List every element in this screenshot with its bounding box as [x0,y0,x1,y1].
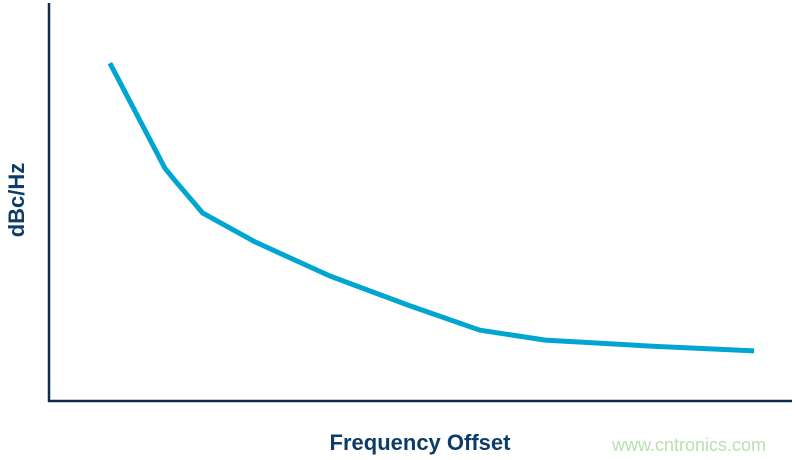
x-axis-label: Frequency Offset [330,430,512,455]
watermark: www.cntronics.com [611,435,766,455]
series-line [107,61,755,354]
y-axis-label: dBc/Hz [4,163,29,238]
